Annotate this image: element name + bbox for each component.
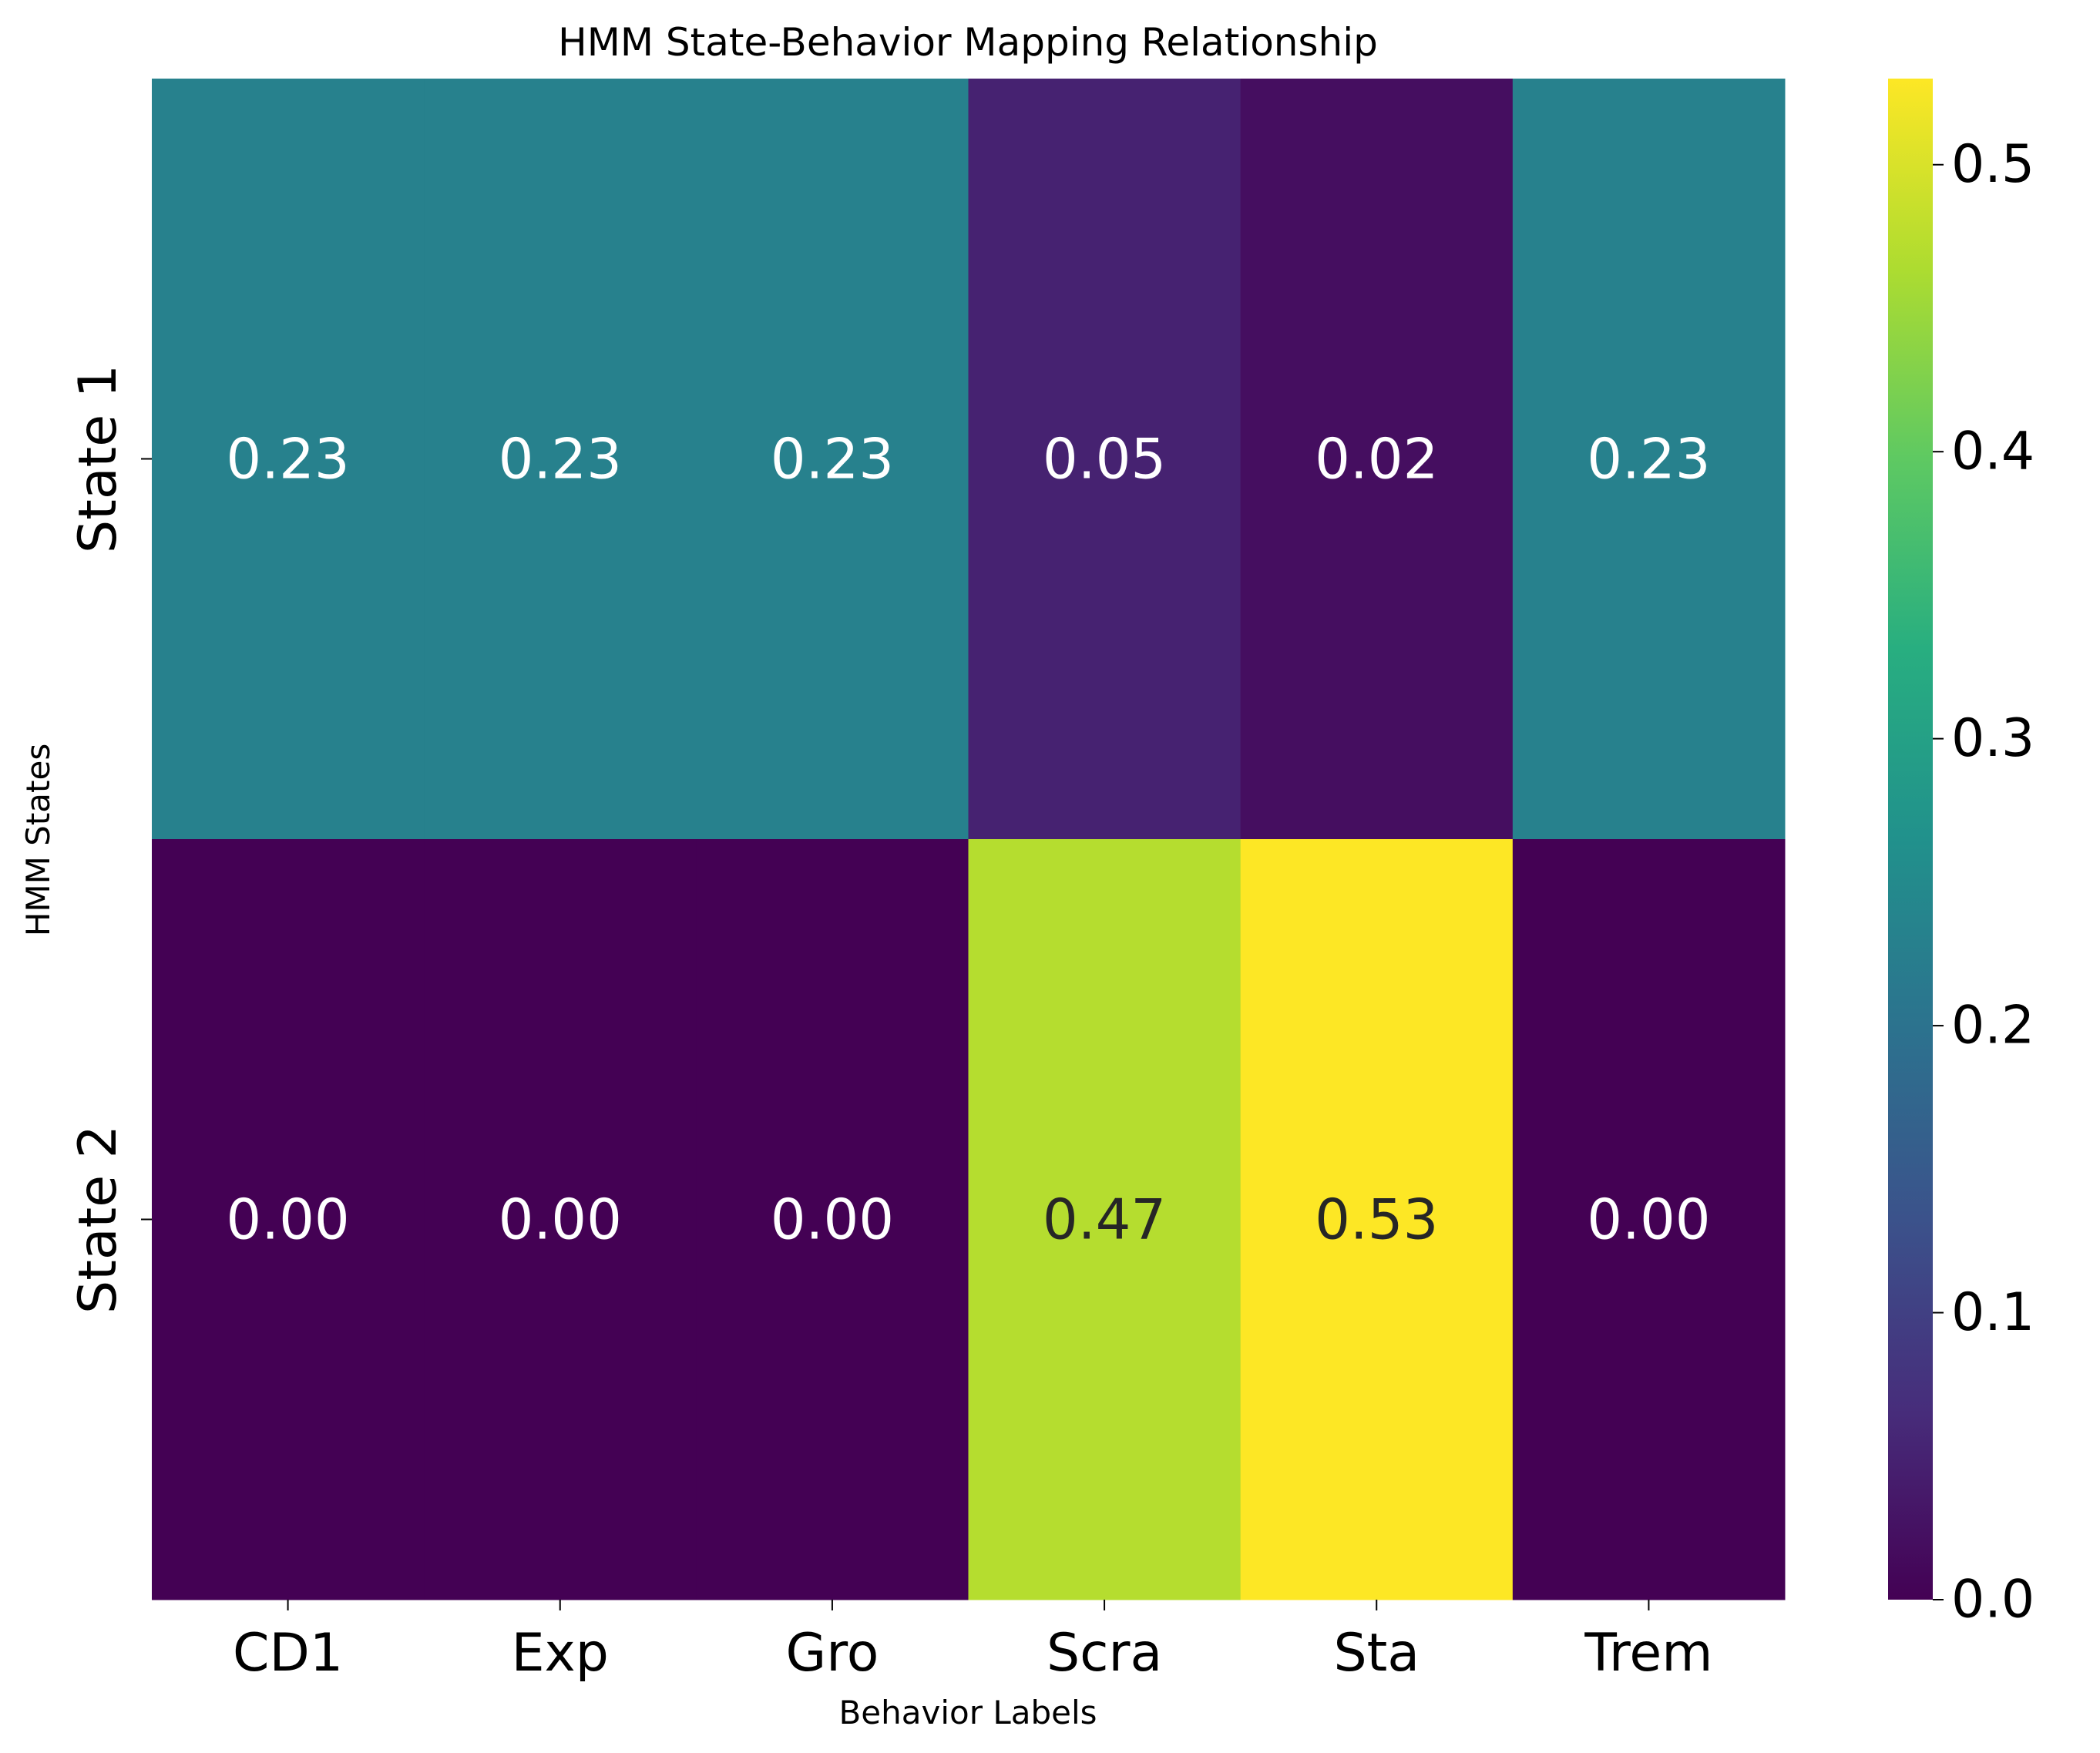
y-axis-label: HMM States — [19, 744, 57, 936]
cell-value-label: 0.00 — [771, 1187, 894, 1252]
cell-value-label: 0.02 — [1315, 427, 1438, 492]
x-axis-ticks: CD1 Exp Gro Scra Sta Trem — [233, 1600, 1712, 1684]
chart-title: HMM State-Behavior Mapping Relationship — [558, 20, 1378, 65]
colorbar-tick-label: 0.4 — [1951, 421, 2034, 482]
y-tick-label: State 1 — [68, 364, 129, 553]
colorbar-tick-label: 0.2 — [1951, 996, 2034, 1056]
cell-annotations: 0.23 0.23 0.23 0.05 0.02 0.23 0.00 0.00 0.00 0.47… — [226, 427, 1710, 1252]
x-tick-label: CD1 — [233, 1623, 343, 1684]
colorbar-tick-label: 0.3 — [1951, 708, 2034, 769]
cell-value-label: 0.00 — [499, 1187, 622, 1252]
heatmap-cell — [424, 839, 697, 1600]
y-tick-label: State 2 — [68, 1125, 129, 1314]
heatmap-cell — [1512, 79, 1786, 840]
x-tick-label: Sta — [1334, 1623, 1420, 1684]
x-axis-label: Behavior Labels — [838, 1694, 1097, 1731]
y-axis-ticks: State 1 State 2 — [68, 364, 152, 1314]
heatmap-cell — [1240, 839, 1514, 1600]
colorbar-tick-label: 0.1 — [1951, 1282, 2034, 1343]
cell-value-label: 0.23 — [771, 427, 894, 492]
heatmap-cell — [152, 839, 425, 1600]
x-tick-label: Gro — [786, 1623, 879, 1684]
colorbar-tick-label: 0.0 — [1951, 1570, 2034, 1630]
heatmap-cell — [696, 839, 969, 1600]
cell-value-label: 0.47 — [1043, 1187, 1166, 1252]
x-tick-label: Scra — [1047, 1623, 1162, 1684]
x-tick-label: Trem — [1584, 1623, 1712, 1684]
cell-value-label: 0.53 — [1315, 1187, 1438, 1252]
cell-value-label: 0.23 — [1587, 427, 1710, 492]
cell-value-label: 0.23 — [499, 427, 622, 492]
heatmap-cell — [424, 79, 697, 840]
heatmap-cell — [696, 79, 969, 840]
cell-value-label: 0.00 — [226, 1187, 349, 1252]
cell-value-label: 0.05 — [1043, 427, 1166, 492]
cell-value-label: 0.00 — [1587, 1187, 1710, 1252]
cell-value-label: 0.23 — [226, 427, 349, 492]
colorbar-ticks: 0.0 0.1 0.2 0.3 0.4 0.5 — [1933, 134, 2034, 1630]
heatmap-cell — [1240, 79, 1514, 840]
heatmap-cell — [968, 79, 1242, 840]
heatmap-cell — [152, 79, 425, 840]
heatmap-cell — [968, 839, 1242, 1600]
colorbar — [1888, 79, 1933, 1600]
heatmap-cell — [1512, 839, 1786, 1600]
heatmap-cells — [152, 79, 1786, 1600]
x-tick-label: Exp — [512, 1623, 609, 1684]
colorbar-tick-label: 0.5 — [1951, 134, 2034, 195]
